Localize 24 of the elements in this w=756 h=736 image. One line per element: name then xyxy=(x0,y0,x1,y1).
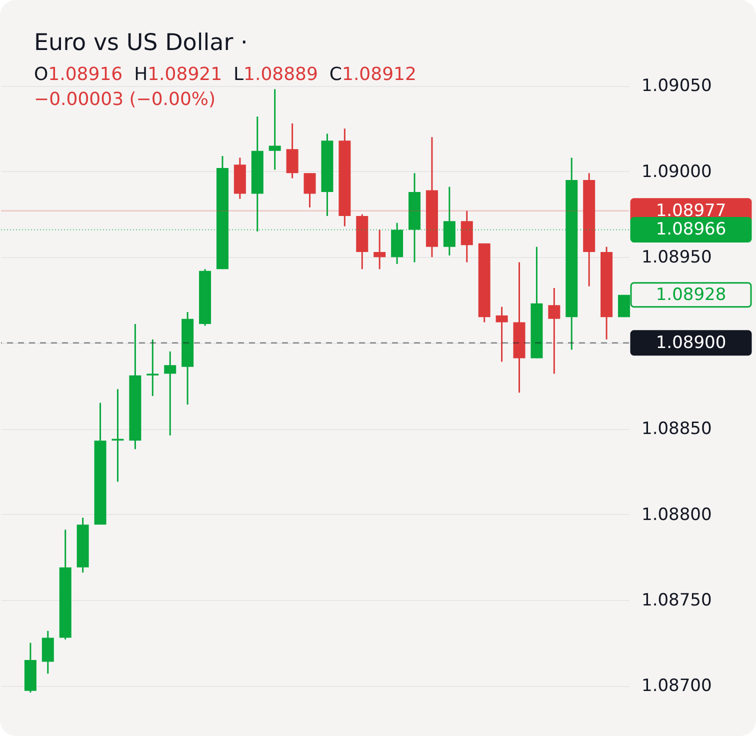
ref-line-label: 1.08900 xyxy=(656,332,726,353)
y-tick-label: 1.08850 xyxy=(642,419,712,440)
y-tick-label: 1.09000 xyxy=(642,162,712,182)
candlestick xyxy=(42,630,54,674)
y-tick-label: 1.08750 xyxy=(642,590,712,610)
candlestick xyxy=(496,306,508,362)
candlestick xyxy=(164,350,176,436)
candlestick xyxy=(548,287,560,374)
y-tick-label: 1.08700 xyxy=(642,676,712,696)
text: Euro vs US Dollar · xyxy=(34,30,249,56)
ref-line-label: 1.08977 xyxy=(656,200,726,221)
candlestick xyxy=(304,172,316,208)
text: O1.08916 H1.08921 L1.08889 C1.08912 xyxy=(34,64,416,85)
y-tick-label: 1.09050 xyxy=(642,76,712,96)
y-tick-label: 1.08950 xyxy=(642,248,712,268)
y-tick-label: 1.08800 xyxy=(642,504,712,525)
candlestick xyxy=(268,88,281,170)
text: 1.08928 xyxy=(656,284,726,305)
candlestick xyxy=(286,122,298,180)
ref-line-label: 1.08966 xyxy=(656,220,726,240)
candlestick xyxy=(146,338,159,397)
candlestick xyxy=(460,210,473,264)
annotation: −0.00003 (−0.00%) xyxy=(34,89,217,110)
candlestick xyxy=(374,228,386,270)
